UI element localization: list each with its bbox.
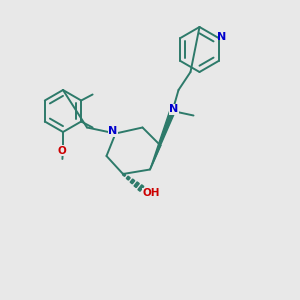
- Polygon shape: [122, 173, 126, 176]
- Polygon shape: [130, 179, 135, 184]
- Text: N: N: [217, 32, 226, 42]
- Text: OH: OH: [143, 188, 160, 199]
- Polygon shape: [126, 176, 130, 180]
- Text: O: O: [57, 146, 66, 156]
- Polygon shape: [150, 110, 175, 169]
- Polygon shape: [138, 185, 144, 191]
- Text: N: N: [109, 126, 118, 136]
- Polygon shape: [134, 182, 139, 188]
- Text: N: N: [169, 104, 178, 115]
